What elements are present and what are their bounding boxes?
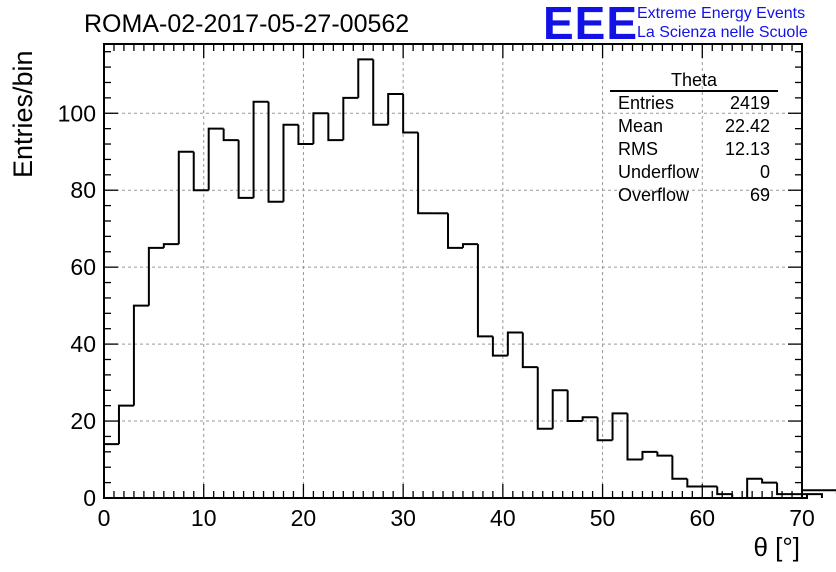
histogram-bin [476, 244, 493, 338]
logo-caption-line1: Extreme Energy Events [637, 5, 806, 22]
logo-caption: Extreme Energy Events La Scienza nelle S… [637, 4, 808, 42]
histogram-bin [656, 451, 673, 457]
histogram-bin [387, 93, 404, 125]
y-tick-label: 60 [70, 254, 96, 280]
x-tick-label: 10 [191, 505, 217, 531]
stats-label: RMS [618, 139, 658, 159]
histogram-bin [491, 336, 508, 357]
histogram-bin [282, 123, 299, 202]
histogram-bin [641, 450, 658, 460]
histogram-bin [327, 113, 344, 142]
y-tick-label: 80 [70, 177, 96, 203]
histogram-bin [686, 478, 703, 488]
histogram-bin [342, 96, 359, 141]
histogram-bin [237, 140, 254, 199]
histogram-bin [551, 389, 568, 429]
stats-value: 2419 [729, 93, 770, 113]
histogram-bin [132, 304, 149, 406]
histogram-bin [357, 58, 374, 98]
histogram-bin [776, 482, 793, 496]
stats-value: 69 [749, 185, 770, 205]
histogram-bin [536, 367, 553, 430]
stats-value: 22.42 [724, 116, 770, 136]
stats-box: Theta Entries 2419 Mean 22.42 RMS 12.13 … [610, 70, 778, 207]
histogram-bin [716, 486, 733, 496]
histogram-bin [447, 213, 463, 249]
stats-label: Mean [618, 116, 664, 136]
eee-logo: EEE [543, 0, 639, 49]
x-tick-label: 20 [291, 505, 317, 531]
histogram-bin [506, 331, 523, 356]
histogram-bin [611, 412, 628, 441]
histogram-bin [461, 243, 478, 248]
chart-title: ROMA-02-2017-05-27-00562 [84, 10, 410, 38]
stats-label: Underflow [618, 162, 700, 182]
histogram-bin [372, 59, 389, 126]
histogram-bin [402, 94, 419, 134]
histogram-bin [761, 478, 778, 484]
stats-row-mean: Mean 22.42 [610, 115, 778, 138]
histogram-bin [252, 100, 269, 198]
x-tick-label: 70 [789, 505, 815, 531]
plot-frame [103, 43, 803, 499]
histogram-bin [162, 243, 179, 248]
histogram-bin [267, 101, 284, 203]
x-tick-label: 0 [98, 505, 111, 531]
histogram-bin [581, 416, 598, 422]
histogram-bin [566, 390, 583, 423]
histogram-bin [222, 128, 239, 142]
histogram-bin [802, 493, 823, 498]
stats-title: Theta [610, 70, 778, 92]
y-tick-label: 40 [70, 331, 96, 357]
grid-lines [104, 44, 802, 498]
histogram-bin [312, 112, 329, 145]
stats-label: Entries [618, 93, 675, 113]
histogram-bin [746, 477, 763, 498]
x-tick-label: 30 [390, 505, 416, 531]
histogram-bin [117, 404, 134, 445]
y-axis-label: Entries/bin [8, 50, 38, 178]
histogram-bin [671, 455, 688, 480]
stats-row-entries: Entries 2419 [610, 92, 778, 115]
histogram-bin [192, 151, 209, 192]
histogram-bin [802, 494, 808, 499]
x-axis-label: θ [°] [753, 532, 800, 562]
histogram-bin [207, 127, 224, 191]
histogram-bins [103, 58, 836, 499]
stats-value: 12.13 [724, 139, 770, 159]
stats-value: 0 [759, 162, 770, 182]
stats-row-underflow: Underflow 0 [610, 161, 778, 184]
x-tick-label: 50 [590, 505, 616, 531]
logo-caption-line2: La Scienza nelle Scuole [637, 24, 808, 41]
histogram-bin [417, 132, 434, 215]
stats-row-overflow: Overflow 69 [610, 184, 778, 207]
histogram-bin [521, 332, 538, 369]
x-tick-label: 60 [689, 505, 715, 531]
y-tick-label: 100 [58, 100, 96, 126]
y-tick-label: 0 [83, 485, 96, 511]
y-tick-label: 20 [70, 408, 96, 434]
tick-labels: 0 10 20 30 40 50 60 70 0 20 40 60 80 100 [58, 100, 815, 531]
histogram-bin [177, 150, 194, 245]
histogram-bin [297, 124, 314, 146]
x-tick-label: 40 [490, 505, 516, 531]
histogram-bin [147, 246, 164, 306]
stats-label: Overflow [618, 185, 690, 205]
histogram-bin [626, 413, 643, 461]
histogram-bin [802, 489, 836, 495]
stats-row-rms: RMS 12.13 [610, 138, 778, 161]
histogram-bin [596, 417, 613, 442]
